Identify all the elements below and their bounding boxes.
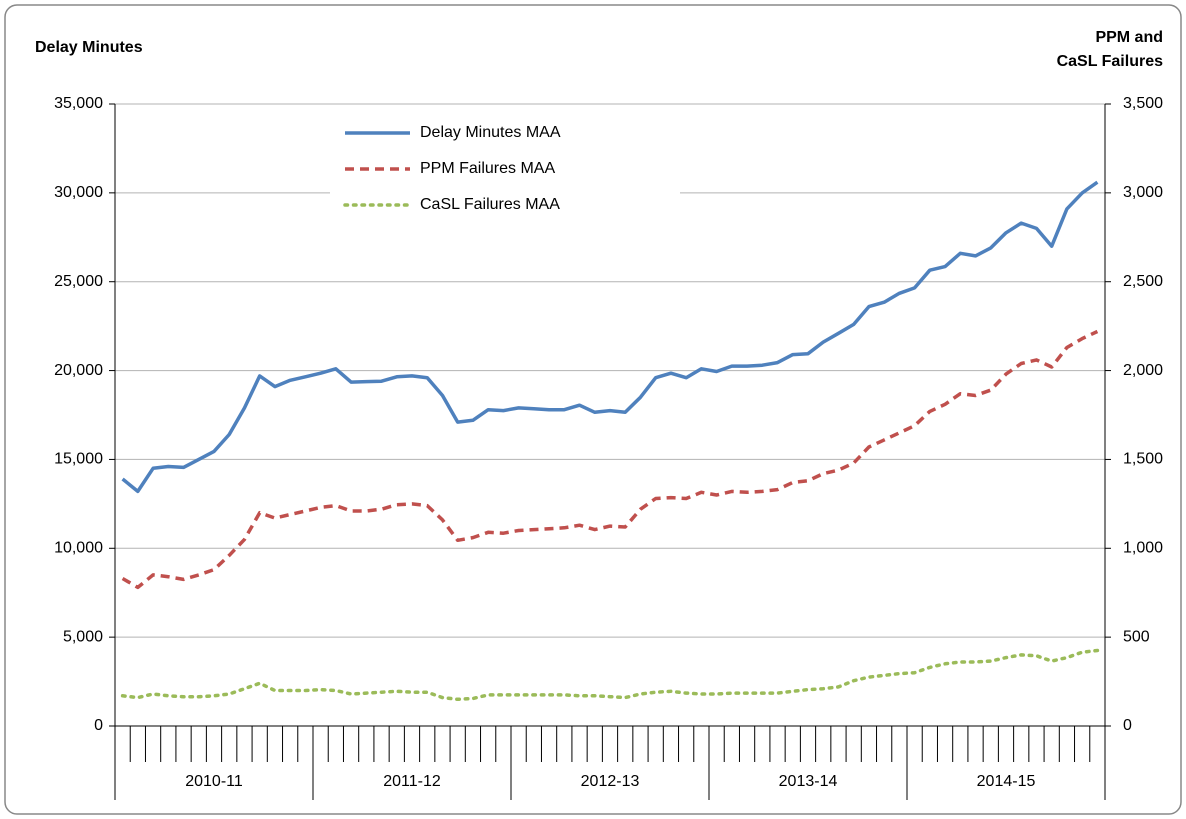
y2-tick-label: 3,000: [1123, 184, 1163, 201]
y-tick-label: 15,000: [54, 451, 103, 468]
y2-tick-label: 2,500: [1123, 273, 1163, 290]
group-label: 2012-13: [581, 773, 640, 790]
y-tick-label: 20,000: [54, 362, 103, 379]
y-axis-title: Delay Minutes: [35, 39, 143, 56]
y2-tick-label: 1,500: [1123, 451, 1163, 468]
series-line: [120, 648, 1100, 702]
legend-label: CaSL Failures MAA: [420, 196, 560, 213]
y-tick-label: 0: [94, 717, 103, 734]
y2-tick-label: 2,000: [1123, 362, 1163, 379]
group-label: 2013-14: [779, 773, 838, 790]
y-tick-label: 30,000: [54, 184, 103, 201]
chart-frame: [4, 4, 1182, 815]
legend-label: Delay Minutes MAA: [420, 124, 561, 141]
legend-label: PPM Failures MAA: [420, 160, 555, 177]
y2-tick-label: 1,000: [1123, 540, 1163, 557]
y-tick-label: 35,000: [54, 95, 103, 112]
group-label: 2014-15: [977, 773, 1036, 790]
y-tick-label: 5,000: [63, 628, 103, 645]
y-tick-label: 25,000: [54, 273, 103, 290]
series-line: [121, 180, 1099, 494]
y-tick-label: 10,000: [54, 540, 103, 557]
y2-tick-label: 500: [1123, 628, 1150, 645]
group-label: 2010-11: [185, 773, 243, 790]
y2-tick-label: 3,500: [1123, 95, 1163, 112]
y2-axis-title: CaSL Failures: [1057, 53, 1164, 70]
group-label: 2011-12: [383, 773, 441, 790]
series-line: [121, 329, 1099, 590]
y2-tick-label: 0: [1123, 717, 1132, 734]
y2-axis-title: PPM and: [1095, 29, 1163, 46]
